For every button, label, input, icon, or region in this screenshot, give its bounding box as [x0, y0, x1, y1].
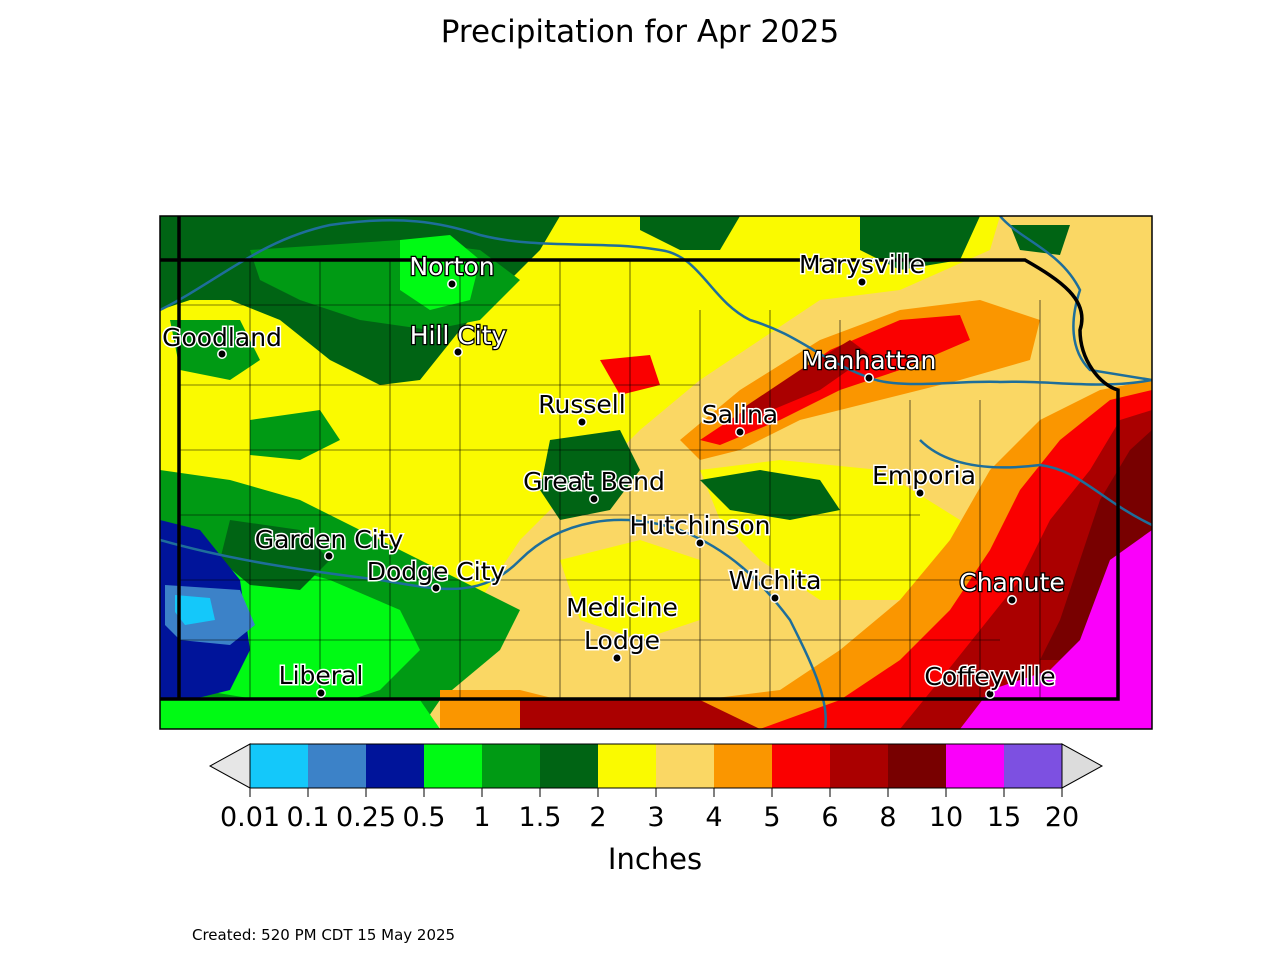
city-label: Chanute [959, 568, 1065, 597]
colorbar-tick-label: 1 [473, 802, 491, 833]
colorbar-tick-label: 0.5 [402, 802, 446, 833]
created-timestamp: Created: 520 PM CDT 15 May 2025 [192, 926, 456, 944]
colorbar-swatch [772, 744, 831, 788]
colorbar-over-triangle [1061, 743, 1104, 789]
city-dot [316, 688, 326, 698]
colorbar-tick-label: 0.1 [286, 802, 330, 833]
city-label: Russell [538, 390, 625, 419]
city-label: Dodge City [367, 557, 506, 586]
city-label: Manhattan [802, 346, 937, 375]
colorbar-tick-label: 1.5 [518, 802, 562, 833]
rivers [160, 216, 1152, 729]
city-label: Hill City [410, 321, 507, 350]
colorbar-tick-label: 2 [589, 802, 607, 833]
colorbar-swatch [888, 744, 947, 788]
city-dot [577, 417, 587, 427]
colorbar-swatch [714, 744, 773, 788]
city-dot [985, 689, 995, 699]
city-label: Goodland [162, 323, 282, 352]
city-label: Great Bend [523, 467, 665, 496]
colorbar-swatch [482, 744, 541, 788]
city-label: Medicine [566, 593, 678, 622]
colorbar-swatch [366, 744, 425, 788]
colorbar-under-triangle [208, 743, 251, 789]
state-boundary [159, 215, 1153, 730]
city-label: Marysville [799, 250, 925, 279]
colorbar-tick-label: 20 [1044, 802, 1080, 833]
city-dot [453, 347, 463, 357]
city-dot [695, 538, 705, 548]
city-dot [431, 583, 441, 593]
colorbar-swatch [830, 744, 889, 788]
city-dot [612, 653, 622, 663]
colorbar-tick-label: 10 [928, 802, 964, 833]
city-dot [1007, 595, 1017, 605]
city-label: Hutchinson [630, 511, 771, 540]
map-title: Precipitation for Apr 2025 [440, 14, 840, 50]
colorbar-swatch [1004, 744, 1063, 788]
colorbar-tick-label: 8 [879, 802, 897, 833]
city-dot [217, 349, 227, 359]
city-label: Salina [702, 400, 778, 429]
city-label: Liberal [279, 661, 364, 690]
city-label: Coffeyville [924, 662, 1055, 691]
county-lines [180, 260, 1041, 700]
colorbar-tick-label: 4 [705, 802, 723, 833]
city-dot [447, 279, 457, 289]
city-dot [857, 277, 867, 287]
colorbar-tick-label: 6 [821, 802, 839, 833]
colorbar-swatch [540, 744, 599, 788]
colorbar-tick-label: 15 [986, 802, 1022, 833]
colorbar-tick-label: 5 [763, 802, 781, 833]
city-label: Garden City [255, 525, 404, 554]
colorbar-swatch [308, 744, 367, 788]
city-dot [864, 373, 874, 383]
city-dot [770, 593, 780, 603]
city-dot [735, 427, 745, 437]
city-label: Lodge [584, 626, 660, 655]
colorbar-swatch [250, 744, 309, 788]
colorbar-swatch [424, 744, 483, 788]
city-label: Wichita [729, 566, 822, 595]
city-markers: Norton Marysville Goodland Hill City Manhatt… [161, 249, 1066, 699]
city-dot [324, 551, 334, 561]
colorbar-swatch [946, 744, 1005, 788]
city-dot [589, 494, 599, 504]
colorbar-swatch [656, 744, 715, 788]
city-label: Emporia [872, 461, 976, 490]
colorbar-tick-label: 0.25 [335, 802, 397, 833]
colorbar-swatch [598, 744, 657, 788]
city-dot [915, 488, 925, 498]
colorbar-tick-label: 3 [647, 802, 665, 833]
colorbar-label: Inches [607, 842, 703, 876]
colorbar [208, 743, 1104, 797]
colorbar-tick-label: 0.01 [219, 802, 281, 833]
city-label: Norton [409, 252, 494, 281]
